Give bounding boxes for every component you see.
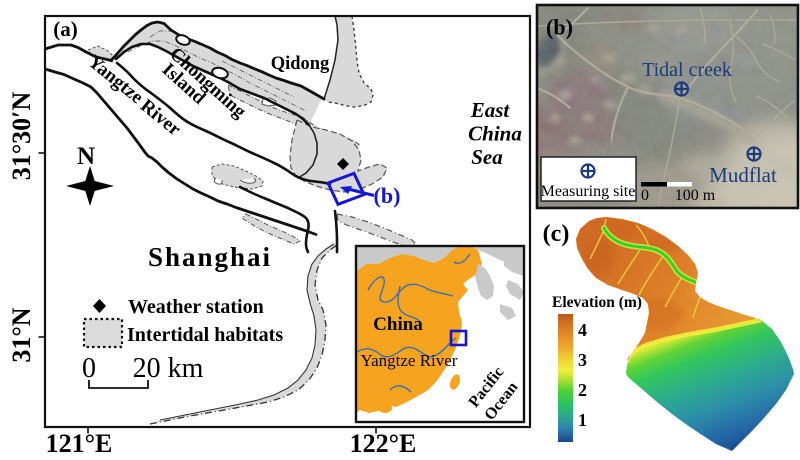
svg-text:China: China (373, 314, 423, 335)
svg-text:100 m: 100 m (675, 187, 716, 204)
svg-text:Sea: Sea (471, 145, 503, 169)
svg-text:(b): (b) (374, 183, 401, 208)
svg-text:(c): (c) (543, 221, 570, 247)
svg-text:Mudflat: Mudflat (709, 163, 777, 187)
svg-text:2: 2 (578, 380, 587, 400)
svg-text:20 km: 20 km (133, 353, 204, 384)
svg-text:122°E: 122°E (350, 429, 417, 458)
svg-text:31°N: 31°N (7, 307, 36, 362)
svg-text:Shanghai: Shanghai (148, 242, 272, 272)
svg-text:(a): (a) (53, 17, 78, 41)
svg-text:China: China (468, 122, 522, 146)
svg-text:4: 4 (578, 320, 587, 340)
svg-text:Measuring site: Measuring site (541, 183, 636, 200)
svg-text:Elevation (m): Elevation (m) (552, 294, 642, 311)
svg-text:Tidal creek: Tidal creek (642, 59, 732, 81)
svg-text:Qidong: Qidong (271, 54, 330, 74)
svg-text:(b): (b) (546, 15, 573, 40)
svg-text:0: 0 (641, 187, 649, 204)
svg-text:0: 0 (82, 353, 96, 384)
svg-text:3: 3 (578, 350, 587, 370)
svg-text:East: East (470, 98, 511, 122)
svg-text:Weather station: Weather station (128, 296, 264, 318)
svg-text:N: N (77, 143, 95, 170)
svg-text:Intertidal habitats: Intertidal habitats (127, 324, 283, 346)
svg-text:121°E: 121°E (46, 429, 113, 458)
svg-text:Yangtze River: Yangtze River (361, 351, 458, 370)
svg-text:1: 1 (578, 410, 587, 430)
svg-text:31°30′N: 31°30′N (7, 92, 36, 181)
